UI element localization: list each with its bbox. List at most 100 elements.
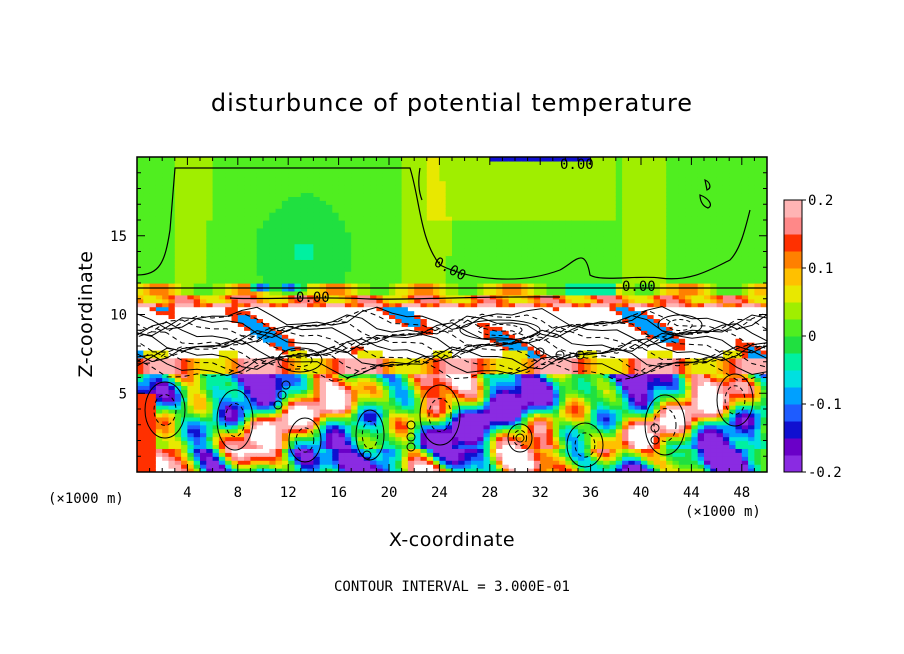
heatmap-cell (508, 164, 516, 170)
heatmap-cell (313, 286, 321, 292)
heatmap-cell (244, 243, 251, 249)
heatmap-cell (269, 176, 277, 182)
heatmap-cell (294, 318, 302, 323)
heatmap-cell (389, 456, 396, 461)
heatmap-cell (502, 279, 510, 284)
heatmap-cell (470, 361, 478, 367)
heatmap-cell (225, 283, 233, 288)
heatmap-cell (200, 271, 207, 276)
heatmap-cell (433, 365, 440, 371)
heatmap-cell (370, 235, 377, 241)
heatmap-cell (193, 255, 201, 260)
heatmap-cell (521, 247, 529, 253)
heatmap-cell (137, 373, 144, 379)
heatmap-cell (237, 168, 245, 174)
heatmap-cell (307, 397, 314, 402)
heatmap-cell (231, 306, 239, 312)
heatmap-cell (326, 381, 333, 386)
heatmap-cell (445, 460, 453, 465)
heatmap-cell (225, 444, 233, 449)
heatmap-cell (193, 302, 201, 308)
heatmap-cell (326, 416, 333, 422)
heatmap-cell (502, 216, 510, 221)
heatmap-cell (155, 385, 163, 390)
heatmap-cell (137, 220, 144, 225)
heatmap-cell (244, 168, 251, 174)
heatmap-cell (464, 468, 472, 472)
heatmap-cell (445, 247, 453, 253)
heatmap-cell (477, 168, 485, 174)
heatmap-cell (174, 365, 182, 371)
heatmap-cell (307, 286, 314, 292)
heatmap-cell (288, 275, 296, 280)
heatmap-cell (168, 369, 176, 375)
heatmap-cell (502, 373, 510, 379)
heatmap-cell (143, 235, 151, 241)
heatmap-cell (382, 283, 390, 288)
heatmap-cell (206, 468, 214, 472)
heatmap-cell (162, 216, 170, 221)
heatmap-cell (420, 381, 428, 386)
heatmap-cell (143, 365, 151, 371)
heatmap-cell (288, 440, 296, 446)
heatmap-cell (300, 302, 308, 308)
heatmap-cell (237, 412, 245, 418)
heatmap-cell (464, 247, 472, 253)
heatmap-cell (376, 200, 384, 205)
heatmap-cell (376, 365, 384, 371)
heatmap-cell (307, 385, 314, 390)
heatmap-cell (263, 460, 270, 465)
heatmap-cell (237, 369, 245, 375)
heatmap-cell (464, 357, 472, 363)
heatmap-cell (281, 409, 289, 414)
heatmap-cell (351, 271, 359, 276)
heatmap-cell (256, 420, 264, 426)
heatmap-cell (332, 464, 340, 469)
heatmap-cell (187, 164, 195, 170)
heatmap-cell (174, 243, 182, 249)
heatmap-cell (162, 385, 170, 390)
heatmap-cell (363, 176, 371, 182)
heatmap-cell (515, 353, 522, 359)
heatmap-cell (307, 192, 314, 197)
heatmap-cell (489, 436, 497, 442)
heatmap-cell (521, 405, 529, 410)
heatmap-cell (225, 412, 233, 418)
heatmap-cell (477, 436, 485, 442)
heatmap-cell (187, 326, 195, 331)
heatmap-cell (458, 334, 466, 339)
heatmap-cell (206, 212, 214, 217)
heatmap-cell (477, 377, 485, 383)
heatmap-cell (483, 216, 491, 221)
heatmap-cell (218, 468, 226, 472)
heatmap-cell (218, 436, 226, 442)
heatmap-cell (489, 432, 497, 438)
heatmap-cell (168, 164, 176, 170)
heatmap-cell (470, 286, 478, 292)
heatmap-cell (515, 164, 522, 170)
heatmap-cell (407, 196, 415, 201)
heatmap-cell (155, 397, 163, 402)
heatmap-cell (515, 208, 522, 213)
heatmap-cell (181, 385, 188, 390)
heatmap-cell (212, 298, 220, 304)
heatmap-cell (155, 314, 163, 320)
heatmap-cell (470, 405, 478, 410)
heatmap-cell (269, 290, 277, 296)
heatmap-cell (527, 381, 535, 386)
heatmap-cell (477, 160, 485, 166)
heatmap-cell (338, 326, 346, 331)
heatmap-cell (162, 157, 170, 162)
heatmap-cell (256, 196, 264, 201)
heatmap-cell (382, 420, 390, 426)
heatmap-cell (332, 385, 340, 390)
heatmap-cell (502, 298, 510, 304)
heatmap-cell (300, 271, 308, 276)
heatmap-cell (357, 365, 365, 371)
heatmap-cell (464, 416, 472, 422)
heatmap-cell (193, 357, 201, 363)
heatmap-cell (263, 231, 270, 237)
heatmap-cell (477, 263, 485, 268)
heatmap-cell (496, 263, 503, 268)
heatmap-cell (193, 377, 201, 383)
